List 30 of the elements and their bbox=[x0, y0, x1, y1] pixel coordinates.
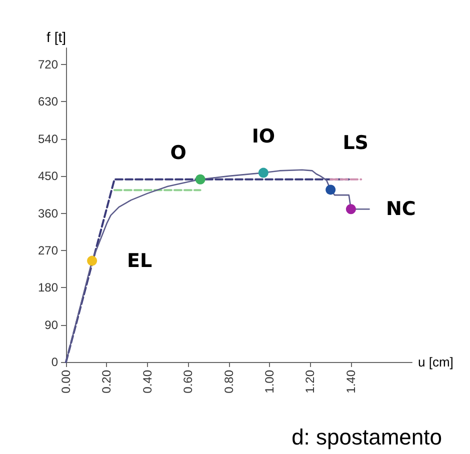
series-label: NC bbox=[386, 198, 416, 220]
y-tick-label: 540 bbox=[38, 132, 58, 146]
y-tick-label: 90 bbox=[44, 318, 58, 332]
text: d: spostamento bbox=[292, 424, 442, 450]
y-tick-label: 630 bbox=[38, 94, 58, 109]
series-label: IO bbox=[252, 125, 276, 148]
y-tick-label: 720 bbox=[38, 58, 58, 72]
point bbox=[87, 256, 98, 266]
x-tick-label: 1.40 bbox=[344, 370, 358, 394]
x-tick-label: 0.20 bbox=[100, 370, 114, 394]
point bbox=[326, 184, 336, 195]
point bbox=[258, 168, 268, 178]
x-tick-label: 0.80 bbox=[222, 370, 236, 394]
series-label: O bbox=[170, 142, 186, 164]
y-tick-label: 360 bbox=[38, 206, 58, 220]
x-tick-label: 0.40 bbox=[140, 370, 154, 394]
y-tick-label: 0 bbox=[51, 355, 58, 369]
x-tick-label: 0.00 bbox=[59, 370, 73, 394]
point bbox=[195, 174, 206, 184]
series-label: LS bbox=[342, 132, 368, 154]
series-label: EL bbox=[127, 250, 152, 272]
y-tick-label: 450 bbox=[38, 169, 58, 184]
point bbox=[346, 204, 356, 214]
y-tick-label: 270 bbox=[38, 243, 58, 258]
x-tick-label: 1.20 bbox=[303, 370, 318, 394]
y-axis-title: f [t] bbox=[46, 29, 66, 45]
x-tick-label: 0.60 bbox=[181, 370, 196, 394]
y-tick-label: 180 bbox=[38, 280, 58, 295]
x-tick-label: 1.00 bbox=[262, 370, 277, 394]
x-axis-title: u [cm] bbox=[418, 354, 454, 370]
